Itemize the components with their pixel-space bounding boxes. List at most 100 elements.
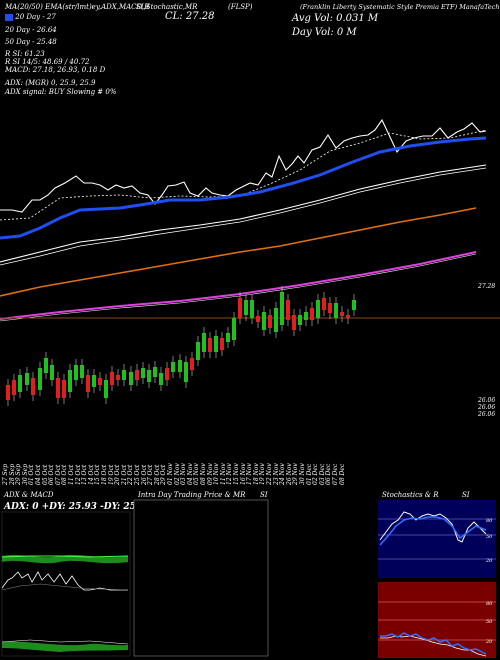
legend-rsi: R SI: 61.23 [5, 50, 45, 58]
candle-body-12 [80, 365, 84, 378]
stoch-panel-si: SI [462, 491, 470, 499]
rsi-tick-label: 80 [486, 601, 493, 607]
candle-body-39 [244, 300, 248, 315]
candle-body-30 [190, 358, 194, 370]
candle-body-51 [316, 300, 320, 318]
adx-panel-title: ADX & MACD [4, 491, 54, 499]
candle-body-57 [352, 300, 356, 310]
candle-body-28 [178, 360, 182, 372]
candle-body-15 [98, 378, 102, 385]
candle-body-16 [104, 380, 108, 398]
candle-body-26 [165, 368, 169, 380]
candle-body-33 [208, 338, 212, 352]
candle-body-11 [74, 365, 78, 380]
candle-body-17 [110, 372, 114, 385]
candle-body-31 [196, 342, 200, 360]
candle-body-34 [214, 336, 218, 352]
price-label-top: 27.28 [478, 283, 496, 290]
candle-body-43 [268, 315, 272, 328]
legend-ema50: 50 Day - 25.48 [5, 38, 57, 46]
macd-signal-line [1, 583, 129, 591]
candle-body-10 [68, 370, 72, 392]
header-line1: MA(20/50) EMA(str/lmt)ey,ADX,MACD,R [5, 3, 150, 11]
rsi-tick-label: 20 [485, 639, 493, 645]
intra-panel-si: SI [260, 491, 268, 499]
ma10-line [0, 129, 487, 221]
candle-body-27 [171, 362, 175, 372]
candle-body-29 [184, 362, 188, 382]
candle-body-48 [298, 315, 302, 325]
candle-body-1 [12, 380, 16, 395]
stoch-tick-label: 50 [486, 534, 493, 540]
rsi-tick-label: 50 [486, 619, 493, 625]
candle-body-7 [50, 365, 54, 380]
stoch-tick-label: 20 [485, 558, 493, 564]
candle-body-46 [286, 300, 290, 320]
candle-body-0 [6, 385, 10, 400]
header-title-right: (Franklin Liberty Systematic Style Premi… [300, 3, 500, 11]
stoch-k-line [379, 511, 487, 543]
candle-body-45 [280, 292, 284, 325]
header-symbol: (FLSP) [228, 3, 253, 11]
candle-body-49 [304, 312, 308, 320]
legend-adx-signal: ADX signal: BUY Slowing # 0% [5, 88, 117, 96]
candle-body-37 [232, 318, 236, 340]
price-line [0, 118, 487, 213]
candle-body-3 [25, 373, 29, 385]
price-label-mid3: 26.06 [478, 411, 496, 418]
price-label-mid2: 26.06 [478, 404, 496, 411]
candle-body-8 [56, 378, 60, 398]
candle-body-24 [153, 367, 157, 377]
price-label-mid1: 26.06 [478, 397, 496, 404]
stoch-panel-title: Stochastics & R [382, 491, 439, 499]
day-vol-label: Day Vol: 0 M [292, 27, 357, 38]
stoch-panel-bg [378, 500, 496, 578]
close-label: CL: 27.28 [165, 11, 215, 22]
candle-body-47 [292, 315, 296, 330]
candle-body-35 [220, 338, 224, 350]
candle-body-41 [256, 316, 260, 322]
legend-swatch-blue [5, 13, 13, 21]
candle-body-4 [31, 378, 35, 395]
candle-body-56 [346, 315, 350, 318]
candle-body-20 [129, 372, 133, 385]
stoch-tick-label: 80 [486, 518, 493, 524]
price-svg [0, 118, 500, 406]
adx-panel-values: ADX: 0 +DY: 25.93 -DY: 25.93 [4, 502, 152, 512]
candle-body-54 [334, 303, 338, 318]
legend-ema20: 20 Day - 27 [5, 13, 56, 21]
candle-body-50 [310, 308, 314, 320]
candle-body-14 [92, 375, 96, 387]
candle-body-22 [141, 368, 145, 378]
avg-vol-label: Avg Vol: 0.031 M [292, 13, 379, 24]
candle-body-21 [135, 370, 139, 380]
candle-body-2 [18, 375, 22, 392]
candle-body-5 [38, 368, 42, 390]
macd-hist-line [1, 639, 129, 645]
macd-band [2, 641, 128, 652]
legend-ema20-val: 20 Day - 26.64 [5, 26, 57, 34]
candle-body-42 [262, 312, 266, 330]
header-line1b: SI,Stochastic,MR [136, 3, 198, 11]
candle-body-6 [44, 358, 48, 373]
candle-body-53 [328, 303, 332, 313]
candle-body-19 [122, 370, 126, 380]
ema100-line [0, 167, 487, 266]
stoch-d-line [379, 516, 487, 546]
ema20-line [0, 136, 487, 240]
legend-macd: MACD: 27.18, 26.93, 0.18 D [5, 66, 106, 74]
candle-body-55 [340, 312, 344, 316]
candle-body-52 [322, 298, 326, 310]
ema200-line [0, 207, 477, 297]
candle-body-9 [62, 380, 66, 398]
candle-body-40 [250, 300, 254, 318]
intra-panel-title: Intra Day Trading Price & MR [138, 491, 246, 499]
candle-body-36 [226, 333, 230, 342]
rsi-line [380, 632, 487, 655]
candle-body-23 [147, 370, 151, 382]
legend-adx: ADX: (MGR) 0, 25.9, 25.9 [5, 79, 96, 87]
candle-body-32 [202, 333, 206, 352]
ema50-line [0, 164, 487, 263]
legend-stoch: R SI 14/5: 48.69 / 40.72 [5, 58, 90, 66]
